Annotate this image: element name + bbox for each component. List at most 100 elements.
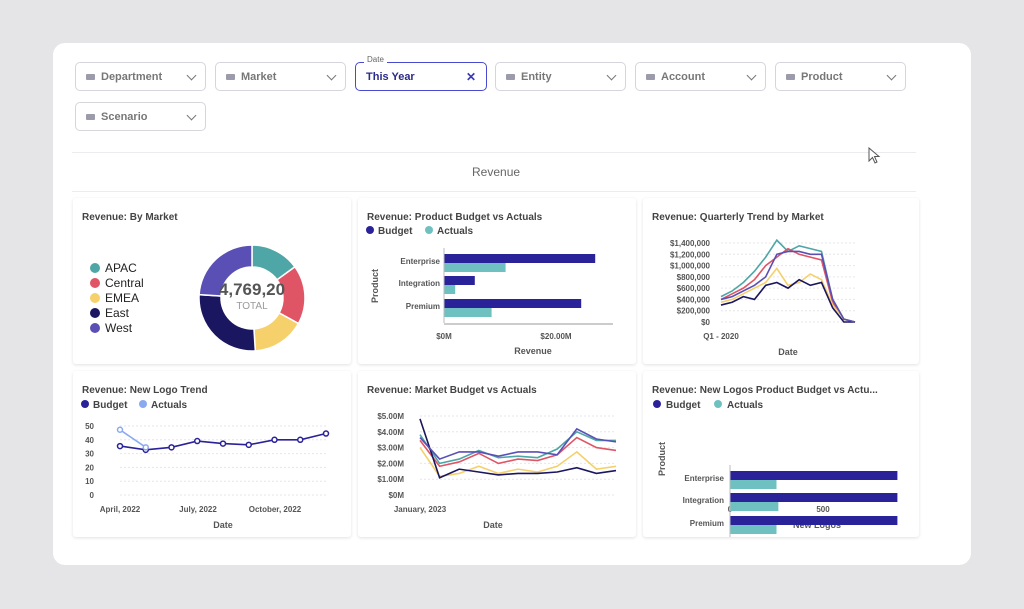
panel-title: Revenue: New Logos Product Budget vs Act… [652,385,878,396]
series-line-emea[interactable] [419,447,617,478]
panel-new-logos-product-bva: Revenue: New Logos Product Budget vs Act… [643,371,919,537]
legend-actuals[interactable]: Actuals [151,400,188,411]
bar-budget-enterprise[interactable] [730,471,898,480]
y-tick: $0 [701,318,710,327]
filter-floating-label: Date [364,55,387,64]
chevron-down-icon[interactable] [606,70,617,81]
y-tick: 20 [85,463,94,472]
bar-actuals-premium[interactable] [444,308,492,317]
y-tick: $600,000 [677,284,711,293]
panel-title: Revenue: Market Budget vs Actuals [367,385,537,396]
legend-budget-marker [653,400,661,408]
y-tick: $1,200,000 [670,250,711,259]
panel-revenue-by-market: Revenue: By Market APAC Central EMEA East We… [73,198,351,364]
bar-budget-premium[interactable] [444,299,582,308]
bar-budget-integration[interactable] [444,276,475,285]
x-tick: July, 2022 [179,505,217,514]
series-line-central[interactable] [419,436,617,468]
legend-marker-central [90,278,100,288]
clear-icon[interactable]: ✕ [465,70,476,84]
chevron-down-icon[interactable] [326,70,337,81]
filter-market[interactable]: Market [215,62,346,91]
series-line-west[interactable] [419,427,617,461]
legend-label-east[interactable]: East [105,306,130,320]
filter-date[interactable]: Date This Year ✕ [355,55,487,91]
legend-actuals[interactable]: Actuals [437,226,474,237]
filter-scenario[interactable]: Scenario [75,102,206,131]
legend-label-emea[interactable]: EMEA [105,291,139,305]
series-line-west[interactable] [720,250,856,323]
donut-center-label: TOTAL [236,301,268,312]
y-tick: $0M [388,491,404,500]
x-tick: April, 2022 [100,505,141,514]
data-point-budget[interactable] [297,436,304,444]
bar-budget-integration[interactable] [730,493,898,502]
legend-budget[interactable]: Budget [378,226,413,237]
bar-budget-premium[interactable] [730,516,898,525]
bar-actuals-enterprise[interactable] [444,263,506,272]
tag-icon [506,73,515,80]
data-point-budget[interactable] [271,436,278,444]
bar-actuals-enterprise[interactable] [730,480,777,489]
tag-icon [786,73,795,80]
x-tick: October, 2022 [249,505,302,514]
data-point-actuals[interactable] [142,444,149,451]
series-line-central[interactable] [720,247,856,323]
filter-account[interactable]: Account [635,62,766,91]
legend-budget[interactable]: Budget [93,400,128,411]
legend-marker-emea [90,293,100,303]
filter-department[interactable]: Department [75,62,206,91]
filter-entity[interactable]: Entity [495,62,626,91]
data-point-budget[interactable] [245,441,252,449]
filter-label: Department [101,70,163,83]
legend-label-apac[interactable]: APAC [105,261,137,275]
data-point-budget[interactable] [168,444,175,451]
new-logo-trend-chart: Budget Actuals 50 40 30 20 10 0 [81,400,330,530]
x-axis-label: Revenue [514,346,552,356]
panel-new-logo-trend: Revenue: New Logo Trend Budget Actuals 5… [73,371,351,537]
mouse-cursor-icon [868,147,881,164]
series-line-east[interactable] [419,418,617,479]
legend-label-central[interactable]: Central [105,276,144,290]
data-point-budget[interactable] [219,440,227,447]
dashboard-card: Department Market Date This Year ✕ Entit… [53,43,971,565]
panel-title: Revenue: Quarterly Trend by Market [652,212,824,223]
bar-budget-enterprise[interactable] [444,254,596,263]
y-tick: $1,000,000 [670,262,711,271]
tag-icon [86,113,95,120]
series-line-actuals[interactable] [119,429,147,448]
legend-budget-marker [366,226,374,234]
category-label: Enterprise [684,474,724,483]
donut-slice-west[interactable] [198,244,253,297]
data-point-budget[interactable] [116,442,124,450]
x-tick: 500 [816,505,830,514]
data-point-budget[interactable] [322,430,330,437]
chevron-down-icon[interactable] [886,70,897,81]
chevron-down-icon[interactable] [186,110,197,121]
legend-budget[interactable]: Budget [666,400,701,411]
x-tick: $0M [436,332,452,341]
bar-actuals-integration[interactable] [730,502,779,511]
series-line-east[interactable] [720,278,855,323]
panel-title: Revenue: Product Budget vs Actuals [367,212,543,223]
legend-actuals[interactable]: Actuals [727,400,764,411]
market-bva-chart: $5.00M $4.00M $3.00M $2.00M $1.00M $0M Januar… [377,412,617,530]
x-axis-label: Date [213,520,233,530]
x-axis-label: Date [778,347,798,357]
y-tick: $5.00M [377,412,404,421]
chevron-down-icon[interactable] [186,70,197,81]
filter-label: Market [241,70,277,83]
bar-actuals-premium[interactable] [730,525,777,534]
chevron-down-icon[interactable] [746,70,757,81]
donut-center-value: 4,769,20 [219,280,285,299]
category-label: Premium [406,302,440,311]
series-line-emea[interactable] [720,267,856,323]
filter-product[interactable]: Product [775,62,906,91]
bar-actuals-integration[interactable] [444,285,456,294]
series-line-apac[interactable] [419,430,616,465]
data-point-budget[interactable] [194,437,201,445]
data-point-actuals[interactable] [116,426,124,434]
panel-title: Revenue: By Market [82,212,178,223]
legend-label-west[interactable]: West [105,321,133,335]
